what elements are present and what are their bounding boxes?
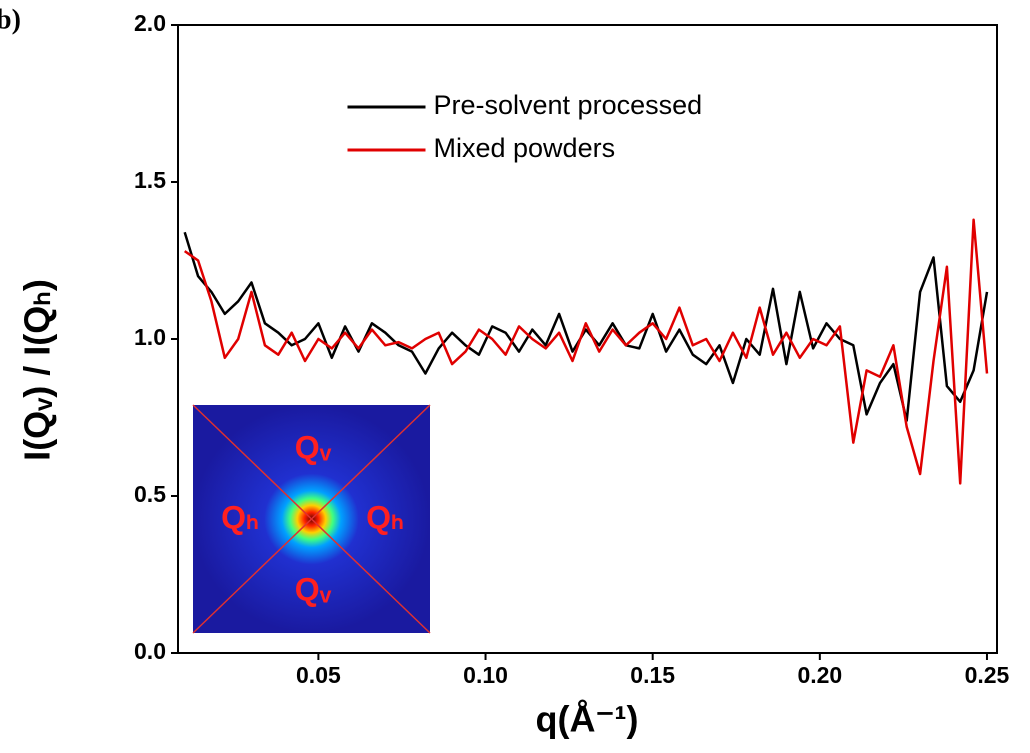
x-tick-label: 0.25 [965,662,1010,688]
series-line [183,231,989,422]
inset: Qᵥ Qₕ Qₕ Qᵥ [192,404,431,634]
inset-label: Qᵥ [295,429,332,465]
y-axis-label: I(Qᵥ) / I(Qₕ) [17,279,58,461]
y-tick-label: 0.5 [134,481,166,507]
y-tick-label: 2.0 [134,10,166,36]
x-tick-label: 0.20 [797,662,842,688]
x-tick-label: 0.15 [630,662,675,688]
x-tick-label: 0.10 [463,662,508,688]
y-tick-label: 1.0 [134,324,166,350]
panel-label: b) [0,4,21,35]
y-tick-label: 1.5 [134,167,166,193]
inset-label: Qᵥ [295,571,332,607]
series-line [183,218,989,485]
legend: Pre-solvent processed Mixed powders [347,90,703,163]
inset-diagonal [192,404,431,634]
x-tick-label: 0.05 [296,662,341,688]
inset-label: Qₕ [221,499,259,535]
legend-label: Pre-solvent processed [434,90,703,120]
x-axis-label: q(Å⁻¹) [536,699,639,740]
legend-label: Mixed powders [434,133,616,163]
y-tick-label: 0.0 [134,638,166,664]
inset-label: Qₕ [366,499,404,535]
